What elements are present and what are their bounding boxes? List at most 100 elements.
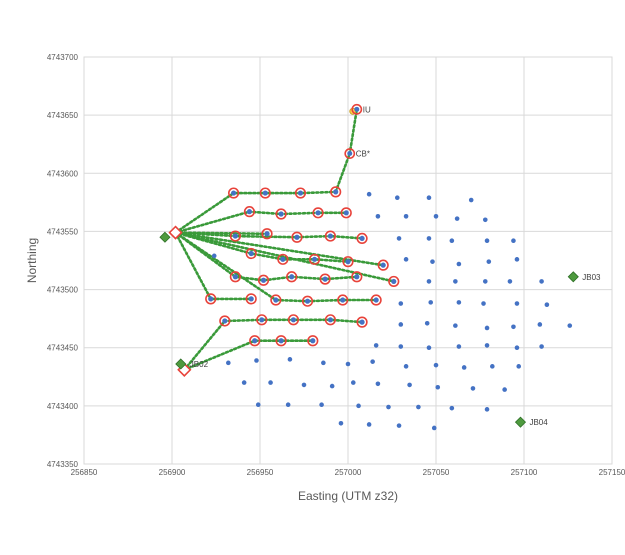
- x-tick-label: 256900: [159, 468, 186, 477]
- grid-point: [287, 357, 293, 362]
- grid-point: [396, 236, 402, 241]
- cable-string: [183, 339, 315, 372]
- grid-point: [539, 344, 544, 349]
- grid-point: [345, 361, 351, 367]
- turbine-node-dot: [248, 250, 254, 257]
- turbine-node: [249, 335, 261, 347]
- x-tick-label: 256850: [71, 468, 98, 477]
- grid-point: [484, 238, 490, 244]
- labeled-point-ring: [344, 148, 356, 159]
- turbine-node-dot: [290, 317, 297, 323]
- grid-point: [426, 345, 432, 351]
- grid-point: [456, 300, 462, 305]
- turbine-node: [243, 206, 256, 218]
- grid-point: [211, 253, 217, 259]
- x-tick-label: 257100: [511, 468, 538, 477]
- turbine-node-dot: [248, 296, 254, 302]
- turbine-node-ring: [287, 314, 300, 326]
- grid-point: [254, 358, 259, 363]
- turbine-node: [356, 316, 368, 328]
- turbine-node-ring: [261, 228, 273, 240]
- turbine-node: [257, 274, 270, 286]
- junction-box-label: JB02: [190, 360, 209, 369]
- turbine-node-ring: [219, 315, 231, 327]
- turbine-node-ring: [308, 253, 321, 265]
- grid-point: [403, 257, 409, 262]
- junction-boxes: [159, 231, 579, 428]
- y-tick-label: 4743650: [47, 111, 79, 120]
- x-tick-label: 256950: [247, 468, 274, 477]
- turbine-node-dot: [208, 296, 214, 302]
- turbine-node-dot: [252, 338, 258, 344]
- x-tick-label: 257150: [599, 468, 625, 477]
- grid-point: [470, 386, 476, 391]
- turbine-node-dot: [231, 190, 237, 196]
- turbine-node: [256, 314, 268, 326]
- labeled-point-ring: [351, 103, 363, 115]
- turbine-node-ring: [291, 231, 303, 243]
- point-label: CB*: [356, 150, 370, 159]
- turbine-node-dot: [311, 256, 318, 262]
- grid-point: [375, 214, 381, 219]
- grid-point: [537, 322, 543, 327]
- turbine-node: [270, 294, 282, 306]
- grid-point: [433, 362, 439, 368]
- turbine-node-dot: [289, 274, 295, 280]
- grid-point: [453, 279, 458, 284]
- grid-point: [394, 195, 400, 201]
- substation-marker: [168, 225, 183, 240]
- y-tick-label: 4743550: [47, 227, 79, 236]
- turbine-node-ring: [377, 259, 389, 271]
- grid-point: [461, 365, 467, 370]
- turbine-node-ring: [301, 295, 314, 307]
- turbine-node-dot: [380, 262, 386, 268]
- cable-string: [174, 231, 269, 236]
- turbine-node-ring: [275, 208, 287, 220]
- grid-point: [454, 216, 460, 221]
- grid-point: [370, 359, 375, 364]
- turbine-node-dot: [354, 274, 360, 280]
- grid-point: [375, 381, 381, 387]
- turbine-node-ring: [337, 294, 349, 306]
- cable-lines: [174, 108, 396, 372]
- turbine-node-ring: [245, 247, 257, 260]
- turbine-node: [324, 314, 337, 326]
- grid-point: [398, 322, 404, 327]
- grid-point: [511, 238, 516, 244]
- turbine-node: [228, 187, 240, 199]
- turbine-node: [340, 207, 352, 219]
- turbine-node-dot: [280, 256, 286, 262]
- grid-point: [426, 236, 432, 241]
- turbine-node-ring: [275, 335, 287, 347]
- grid-point: [449, 238, 455, 244]
- grid-point: [456, 344, 462, 349]
- grid-point: [484, 325, 490, 331]
- x-tick-labels: 256850 256900 256950 257000 257050 257100 2571…: [71, 468, 625, 477]
- turbine-node-dot: [297, 190, 304, 196]
- turbine-node-dot: [315, 210, 321, 216]
- turbine-node: [388, 275, 400, 288]
- grid-point: [516, 364, 522, 369]
- turbine-node-dot: [222, 318, 228, 324]
- grid-points: [211, 191, 573, 431]
- turbine-node: [286, 271, 298, 283]
- grid-point: [301, 382, 307, 388]
- grid-point: [481, 301, 486, 306]
- grid-point: [338, 421, 344, 426]
- grid-point: [428, 300, 434, 305]
- turbine-node-dot: [232, 233, 238, 239]
- grid-point: [514, 301, 520, 306]
- point-labels: IU CB* JB02 JB03 JB04: [190, 105, 601, 427]
- junction-box-marker: [175, 358, 187, 370]
- grid-point: [366, 422, 372, 427]
- labeled-point-dot: [354, 106, 360, 112]
- turbine-node: [330, 186, 342, 198]
- grid-point: [424, 320, 430, 326]
- turbine-node-dot: [259, 317, 265, 323]
- turbine-node: [356, 232, 368, 245]
- turbine-node-ring: [312, 207, 324, 219]
- cable-string: [174, 231, 396, 283]
- grid-point: [482, 279, 488, 284]
- grid-point: [373, 343, 379, 348]
